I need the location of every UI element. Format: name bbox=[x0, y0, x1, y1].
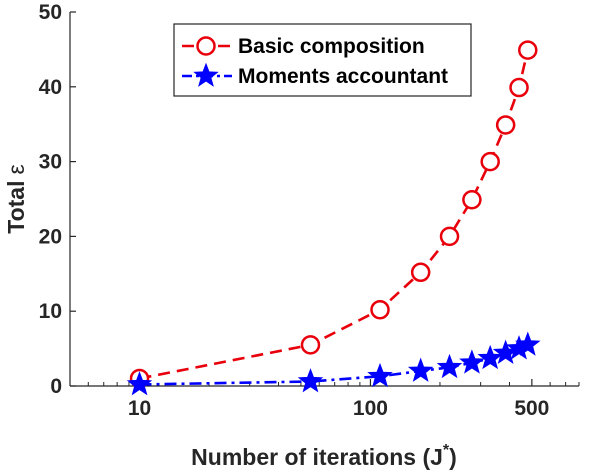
data-point bbox=[509, 77, 529, 98]
legend-label: Moments accountant bbox=[238, 65, 448, 88]
series-2 bbox=[126, 331, 541, 396]
y-tick-label: 30 bbox=[39, 151, 62, 174]
y-axis-title: Totalε bbox=[3, 164, 29, 234]
series-layer bbox=[126, 40, 541, 396]
legend-marker bbox=[193, 62, 219, 87]
data-point bbox=[126, 371, 153, 396]
axes: 0 10 20 30 40 50 10 100 500 bbox=[39, 1, 580, 420]
data-point bbox=[515, 331, 541, 356]
data-point bbox=[462, 189, 482, 210]
data-point bbox=[436, 353, 463, 379]
data-point bbox=[297, 368, 324, 393]
legend-marker bbox=[196, 36, 216, 56]
data-point bbox=[459, 349, 485, 374]
x-tick-label: 500 bbox=[514, 397, 549, 420]
y-tick-label: 50 bbox=[39, 1, 62, 24]
data-point bbox=[518, 40, 538, 60]
data-point bbox=[477, 344, 503, 370]
data-point bbox=[370, 299, 390, 320]
series-line bbox=[139, 49, 530, 380]
data-point bbox=[300, 335, 321, 355]
data-point bbox=[439, 226, 460, 247]
x-tick-label: 100 bbox=[353, 397, 388, 420]
y-tick-label: 10 bbox=[39, 300, 62, 323]
y-tick-label: 20 bbox=[39, 225, 62, 248]
legend-box bbox=[173, 23, 472, 97]
x-axis-title: Number of iterations (J*) bbox=[191, 442, 457, 470]
series-1 bbox=[129, 40, 538, 389]
legend-label: Basic composition bbox=[238, 35, 425, 58]
y-tick-label: 0 bbox=[50, 375, 62, 398]
x-tick-label: 10 bbox=[128, 397, 151, 420]
data-point bbox=[495, 115, 516, 135]
data-point bbox=[407, 357, 434, 382]
data-point bbox=[480, 151, 500, 172]
data-point bbox=[410, 262, 431, 283]
y-tick-label: 40 bbox=[39, 76, 62, 99]
legend: Basic composition Moments accountant bbox=[173, 23, 472, 97]
data-point bbox=[367, 362, 393, 388]
